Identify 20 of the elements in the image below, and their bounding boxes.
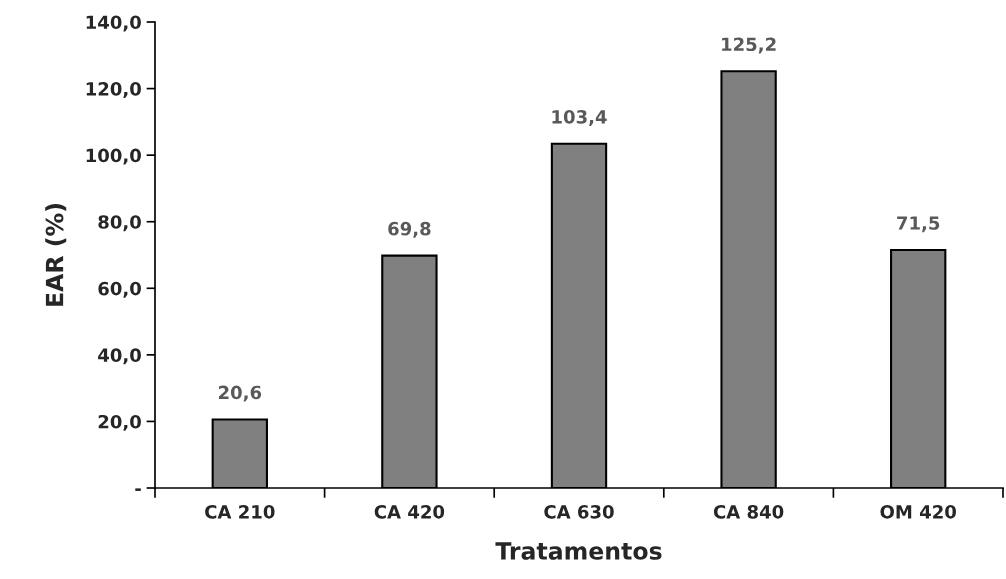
data-label: 20,6 (218, 385, 262, 402)
x-tick-label: CA 420 (374, 504, 445, 519)
x-tick-label: CA 210 (205, 504, 275, 519)
y-tick-label: 80,0 (98, 215, 141, 232)
data-label: 71,5 (897, 216, 940, 233)
y-tick-label: 60,0 (98, 281, 141, 298)
x-tick-label: OM 420 (880, 504, 956, 519)
x-axis-title: Tratamentos (495, 542, 662, 560)
x-tick-label: CA 840 (713, 504, 784, 519)
y-tick-label: 120,0 (86, 82, 141, 98)
data-label: 125,2 (722, 37, 776, 54)
y-tick-label: 140,0 (86, 15, 141, 32)
data-label: 69,8 (388, 221, 431, 238)
y-tick-label: 100,0 (86, 148, 141, 165)
y-tick-label: - (135, 488, 141, 491)
y-tick-label: 20,0 (98, 414, 141, 431)
y-tick-label: 40,0 (98, 348, 141, 365)
y-axis-title: EAR (%) (45, 204, 67, 306)
data-label: 103,4 (552, 110, 607, 126)
x-tick-label: CA 630 (544, 504, 614, 519)
